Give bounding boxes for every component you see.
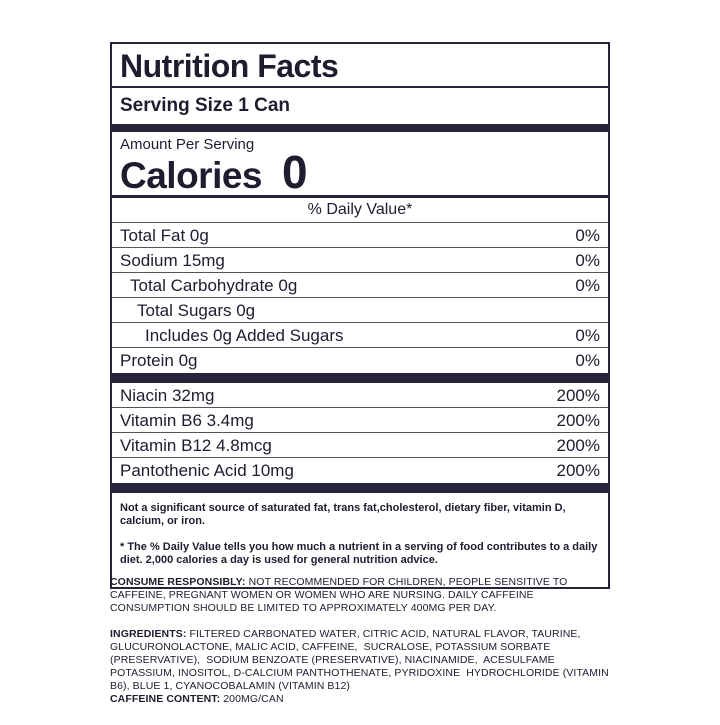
nutrient-name: Protein 0g [120,351,198,370]
nutrient-name: Vitamin B12 4.8mcg [120,435,272,455]
nutrient-name: Pantothenic Acid 10mg [120,461,294,480]
footnote-daily-value: * The % Daily Value tells you how much a… [120,541,598,566]
label-title-row: Nutrition Facts [112,44,608,88]
nutrient-daily-value: 200% [556,435,600,455]
serving-size-text: Serving Size 1 Can [120,95,291,116]
footnotes-section: Not a significant source of saturated fa… [112,493,608,587]
nutrient-row-total-fat: Total Fat 0g 0% [112,223,608,248]
vitamin-row-b6: Vitamin B6 3.4mg 200% [112,408,608,433]
nutrient-name: Niacin 32mg [120,385,215,405]
vitamin-row-b12: Vitamin B12 4.8mcg 200% [112,433,608,458]
nutrition-facts-label: Nutrition Facts Serving Size 1 Can Amoun… [110,42,610,589]
calories-value: 0 [282,146,308,198]
nutrient-daily-value: 200% [556,385,600,405]
consume-responsibly-text: NOT RECOMMENDED FOR CHILDREN, PEOPLE SEN… [110,576,571,614]
nutrient-daily-value: 0% [575,275,600,295]
nutrient-name: Vitamin B6 3.4mg [120,410,254,430]
daily-value-header: % Daily Value* [112,198,608,223]
caffeine-content-text: 200MG/CAN [220,693,284,705]
nutrient-name: Sodium 15mg [120,250,225,270]
fine-print-section: CONSUME RESPONSIBLY: NOT RECOMMENDED FOR… [110,576,615,706]
nutrient-daily-value: 0% [575,225,600,245]
nutrient-row-sodium: Sodium 15mg 0% [112,248,608,273]
footnote-not-significant: Not a significant source of saturated fa… [120,502,566,527]
nutrient-daily-value: 200% [556,461,600,480]
vitamin-row-pantothenic-acid: Pantothenic Acid 10mg 200% [112,458,608,483]
section-divider-bar [112,373,608,383]
consume-responsibly-label: CONSUME RESPONSIBLY: [110,576,246,588]
nutrient-name: Total Sugars 0g [137,300,256,320]
nutrient-daily-value: 0% [575,351,600,370]
nutrient-daily-value: 200% [556,410,600,430]
amount-per-serving-label: Amount Per Serving [120,136,255,153]
nutrient-name: Total Fat 0g [120,225,209,245]
calories-section: Amount Per Serving Calories 0 [112,132,608,198]
nutrient-daily-value: 0% [575,250,600,270]
caffeine-content-line: CAFFEINE CONTENT: 200MG/CAN [110,693,615,706]
consume-responsibly-paragraph: CONSUME RESPONSIBLY: NOT RECOMMENDED FOR… [110,576,615,615]
ingredients-text: FILTERED CARBONATED WATER, CITRIC ACID, … [110,628,612,692]
serving-size-row: Serving Size 1 Can [112,88,608,124]
section-divider-bar [112,483,608,493]
ingredients-paragraph: INGREDIENTS: FILTERED CARBONATED WATER, … [110,628,615,693]
nutrient-row-total-sugars: Total Sugars 0g [112,298,608,323]
nutrient-row-protein: Protein 0g 0% [112,348,608,373]
section-divider-bar [112,124,608,132]
vitamin-row-niacin: Niacin 32mg 200% [112,383,608,408]
nutrient-row-added-sugars: Includes 0g Added Sugars 0% [112,323,608,348]
label-title: Nutrition Facts [120,47,339,84]
nutrient-name: Includes 0g Added Sugars [145,325,344,345]
calories-label: Calories [120,155,263,196]
nutrient-row-total-carbohydrate: Total Carbohydrate 0g 0% [112,273,608,298]
nutrient-name: Total Carbohydrate 0g [130,275,298,295]
nutrient-daily-value: 0% [575,325,600,345]
caffeine-content-label: CAFFEINE CONTENT: [110,693,221,705]
calories-line: Calories 0 [120,146,600,198]
ingredients-label: INGREDIENTS: [110,628,187,640]
